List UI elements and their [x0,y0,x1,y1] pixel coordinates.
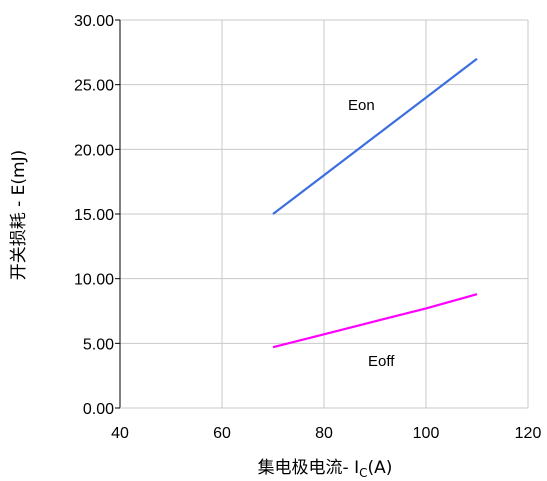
x-axis-title-main: 集电极电流- I [258,458,360,478]
y-tick-label-20.00: 20.00 [74,142,114,159]
y-tick-labels: 0.00 5.00 10.00 15.00 20.00 25.00 30.00 [74,13,114,418]
x-tick-label-80: 80 [315,425,333,442]
y-tick-label-15.00: 15.00 [74,207,114,224]
y-tick-label-0.00: 0.00 [83,401,114,418]
y-tick-label-5.00: 5.00 [83,336,114,353]
x-tick-labels: 40 60 80 100 120 [111,425,541,442]
x-axis-title-unit: (A) [368,458,393,478]
x-axis-title-subscript: C [359,466,367,480]
grid-lines [120,19,529,408]
series-lines [272,57,478,349]
series-label-eon: Eon [348,97,375,114]
series-label-eoff: Eoff [368,353,395,370]
series-line-eoff [272,293,478,349]
series-labels: Eon Eoff [348,97,395,370]
y-axis-title: 开关损耗 - E(mJ) [9,150,29,281]
axes [115,19,528,409]
x-axis-title: 集电极电流- IC(A) [258,458,393,480]
x-tick-label-60: 60 [213,425,231,442]
y-tick-label-30.00: 30.00 [74,13,114,30]
x-tick-label-120: 120 [515,425,542,442]
y-tick-label-10.00: 10.00 [74,272,114,289]
y-tick-label-25.00: 25.00 [74,78,114,95]
x-tick-label-40: 40 [111,425,129,442]
x-tick-label-100: 100 [413,425,440,442]
series-line-eon [272,57,478,215]
